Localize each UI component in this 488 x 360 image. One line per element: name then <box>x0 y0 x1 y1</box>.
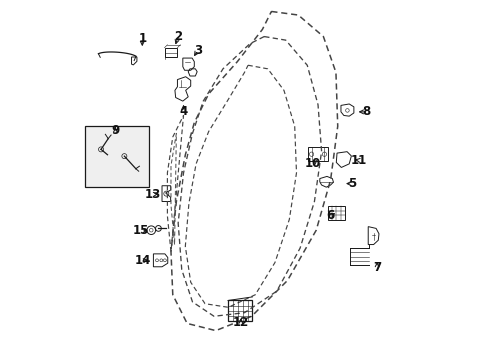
Text: 9: 9 <box>111 124 119 137</box>
Text: 13: 13 <box>144 188 161 201</box>
Text: 3: 3 <box>193 44 202 57</box>
Bar <box>327 206 344 220</box>
Text: 7: 7 <box>372 261 381 274</box>
Bar <box>227 301 252 321</box>
Bar <box>85 126 148 187</box>
Text: 8: 8 <box>362 105 370 118</box>
Text: 15: 15 <box>133 224 149 238</box>
Text: 4: 4 <box>179 105 187 118</box>
Text: 5: 5 <box>347 177 355 190</box>
Text: 14: 14 <box>135 254 151 267</box>
Bar <box>307 147 328 161</box>
Text: 2: 2 <box>174 30 182 43</box>
Bar <box>164 48 177 57</box>
Text: 11: 11 <box>350 154 366 167</box>
Text: 10: 10 <box>304 157 320 170</box>
Text: 1: 1 <box>138 32 146 45</box>
Text: 12: 12 <box>232 316 248 329</box>
Text: 6: 6 <box>326 210 334 222</box>
